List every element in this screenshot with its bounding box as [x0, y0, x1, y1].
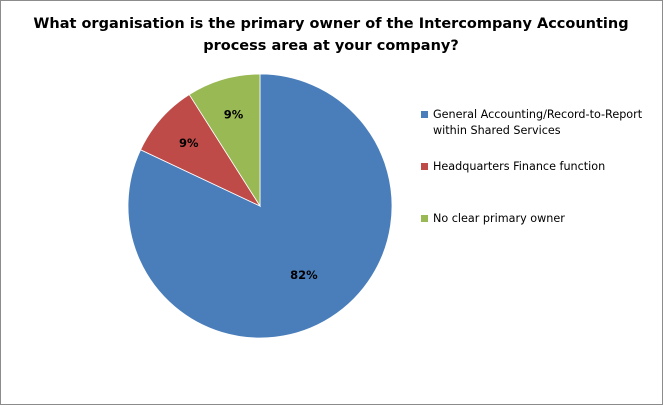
legend-label-no-clear-owner: No clear primary owner — [433, 212, 565, 225]
legend-item-shared-services: General Accounting/Record-to-Report with… — [421, 107, 656, 139]
pie-slices — [127, 73, 393, 339]
legend-swatch-shared-services — [421, 111, 428, 118]
legend-label-shared-services: General Accounting/Record-to-Report with… — [433, 108, 643, 137]
legend-item-no-clear-owner: No clear primary owner — [421, 211, 656, 227]
chart-title: What organisation is the primary owner o… — [33, 16, 629, 54]
data-label-headquarters-finance: 9% — [179, 136, 199, 150]
data-label-no-clear-owner: 9% — [224, 108, 244, 122]
pie-slice-no-clear-owner — [188, 73, 261, 208]
legend-swatch-headquarters-finance — [421, 163, 428, 170]
legend-item-headquarters-finance: Headquarters Finance function — [421, 159, 656, 175]
legend-swatch-no-clear-owner — [421, 215, 428, 222]
pie-data-labels: 82% 9% 9% — [179, 108, 318, 282]
legend-label-headquarters-finance: Headquarters Finance function — [433, 160, 606, 173]
data-label-shared-services: 82% — [290, 268, 318, 282]
